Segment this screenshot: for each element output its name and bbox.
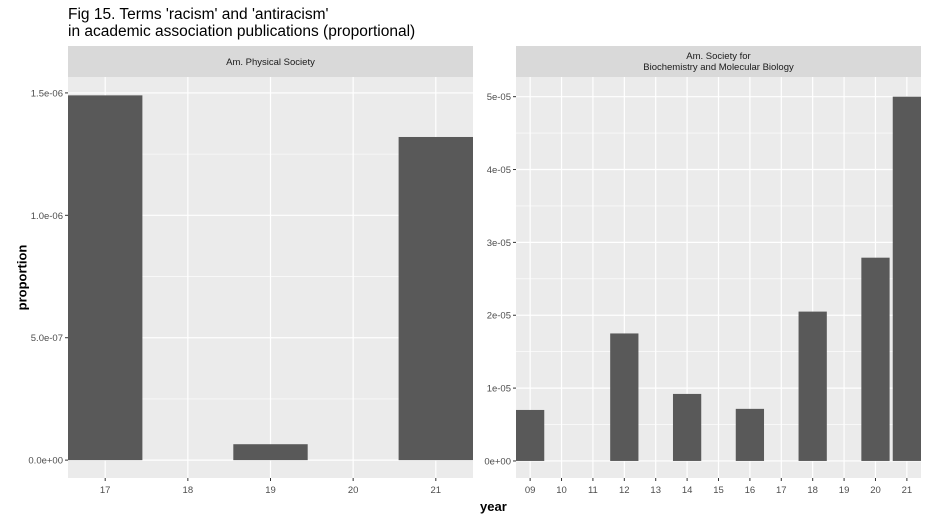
- x-tick-label: 17: [100, 485, 111, 496]
- strip-label: Biochemistry and Molecular Biology: [643, 62, 794, 73]
- strip-background: [68, 46, 473, 77]
- x-tick-label: 21: [902, 485, 913, 496]
- bar-19: [233, 444, 308, 461]
- y-tick-label: 0.0e+00: [28, 456, 63, 467]
- y-tick-label: 1.5e-06: [31, 88, 63, 99]
- y-tick-label: 1.0e-06: [31, 211, 63, 222]
- x-tick-label: 17: [776, 485, 787, 496]
- strip-background: [516, 46, 921, 77]
- y-tick-label: 0e+00: [484, 456, 511, 467]
- x-tick-label: 10: [556, 485, 567, 496]
- strip-label: Am. Physical Society: [226, 57, 315, 68]
- x-tick-label: 15: [713, 485, 724, 496]
- x-tick-label: 12: [619, 485, 630, 496]
- x-tick-label: 20: [348, 485, 359, 496]
- bar-16: [735, 408, 765, 461]
- x-tick-label: 21: [431, 485, 442, 496]
- x-tick-label: 14: [682, 485, 693, 496]
- bar-20: [861, 257, 890, 461]
- x-tick-label: 18: [807, 485, 818, 496]
- y-axis-label: proportion: [14, 244, 30, 311]
- x-tick-label: 20: [870, 485, 881, 496]
- x-tick-label: 19: [265, 485, 276, 496]
- y-tick-label: 4e-05: [487, 165, 511, 176]
- bar-17: [68, 95, 143, 461]
- y-tick-label: 5.0e-07: [31, 333, 63, 344]
- strip-label: Am. Society for: [686, 51, 750, 62]
- x-tick-label: 09: [525, 485, 536, 496]
- chart-title: Fig 15. Terms 'racism' and 'antiracism' …: [68, 6, 415, 40]
- title-line-1: Fig 15. Terms 'racism' and 'antiracism': [68, 6, 329, 23]
- bar-09: [516, 409, 545, 461]
- y-tick-label: 2e-05: [487, 311, 511, 322]
- title-line-2: in academic association publications (pr…: [68, 23, 416, 40]
- x-tick-label: 11: [588, 485, 598, 496]
- x-tick-label: 13: [650, 485, 661, 496]
- bar-18: [798, 311, 827, 461]
- bar-21: [398, 136, 473, 461]
- y-tick-label: 1e-05: [487, 384, 511, 395]
- x-tick-label: 18: [183, 485, 194, 496]
- x-tick-label: 19: [839, 485, 850, 496]
- x-tick-label: 16: [745, 485, 756, 496]
- x-axis-label: year: [480, 499, 507, 514]
- panel-1: Am. Physical Society 0.0e+00 5.0e-07 1.0e-0…: [28, 46, 473, 496]
- bar-12: [610, 333, 639, 461]
- bar-21: [892, 96, 921, 461]
- bar-14: [672, 393, 702, 461]
- y-tick-label: 5e-05: [487, 92, 511, 103]
- y-tick-label: 3e-05: [487, 238, 511, 249]
